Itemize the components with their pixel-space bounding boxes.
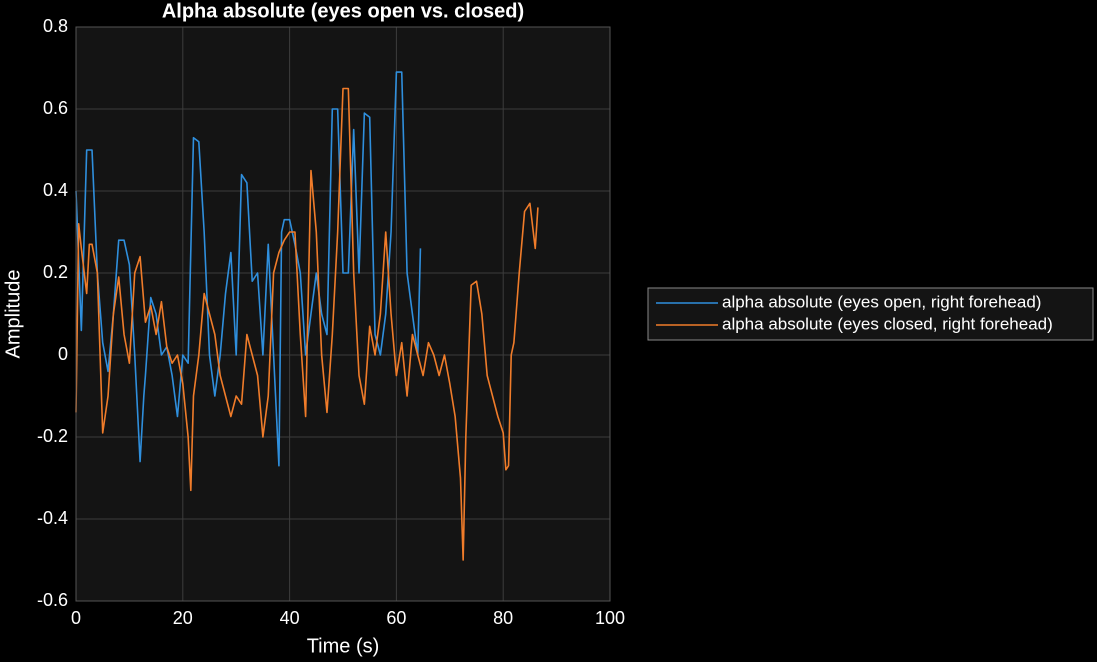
- legend-label: alpha absolute (eyes closed, right foreh…: [722, 314, 1053, 333]
- x-tick-label: 40: [280, 608, 300, 628]
- lines: [75, 71, 539, 561]
- legend: alpha absolute (eyes open, right forehea…: [647, 287, 1094, 341]
- grid: -0.6 -0.4 -0.2 0 0.2 0.4 0.6 0.8 0 20 40 60 80 100: [37, 16, 625, 628]
- legend-box: [647, 287, 1094, 341]
- y-tick-label: -0.6: [37, 590, 68, 610]
- plot-border: [75, 26, 611, 602]
- y-tick-label: 0.4: [43, 180, 68, 200]
- x-tick-label: 80: [493, 608, 513, 628]
- y-tick-label: 0: [58, 344, 68, 364]
- y-tick-label: -0.2: [37, 426, 68, 446]
- chart-title: Alpha absolute (eyes open vs. closed): [162, 0, 524, 22]
- x-tick-label: 20: [173, 608, 193, 628]
- x-tick-label: 100: [595, 608, 625, 628]
- plot-area: [76, 27, 610, 601]
- y-tick-label: 0.6: [43, 98, 68, 118]
- y-axis-label: Amplitude: [2, 270, 24, 359]
- y-tick-label: -0.4: [37, 508, 68, 528]
- x-tick-label: 60: [386, 608, 406, 628]
- y-tick-label: 0.2: [43, 262, 68, 282]
- data-line: [75, 71, 422, 467]
- x-tick-label: 0: [71, 608, 81, 628]
- x-axis-label: Time (s): [307, 635, 380, 657]
- legend-label: alpha absolute (eyes open, right forehea…: [722, 292, 1041, 311]
- data-line: [75, 87, 539, 561]
- y-tick-label: 0.8: [43, 16, 68, 36]
